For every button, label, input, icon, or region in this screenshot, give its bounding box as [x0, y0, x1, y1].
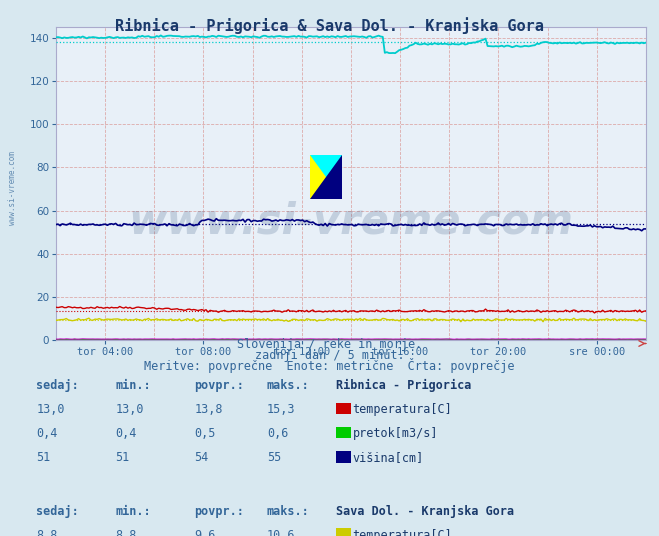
Text: Meritve: povprečne  Enote: metrične  Črta: povprečje: Meritve: povprečne Enote: metrične Črta:…: [144, 358, 515, 373]
Text: temperatura[C]: temperatura[C]: [353, 528, 452, 536]
Text: 10,6: 10,6: [267, 528, 295, 536]
Text: Sava Dol. - Kranjska Gora: Sava Dol. - Kranjska Gora: [336, 504, 514, 518]
Text: 0,6: 0,6: [267, 427, 288, 440]
Text: 8,8: 8,8: [36, 528, 57, 536]
Text: višina[cm]: višina[cm]: [353, 451, 424, 464]
Text: Slovenija / reke in morje.: Slovenija / reke in morje.: [237, 338, 422, 352]
Text: povpr.:: povpr.:: [194, 378, 244, 392]
Text: 54: 54: [194, 451, 209, 464]
Text: temperatura[C]: temperatura[C]: [353, 403, 452, 416]
Text: 51: 51: [36, 451, 51, 464]
Text: www.si-vreme.com: www.si-vreme.com: [129, 200, 573, 242]
Text: 13,0: 13,0: [36, 403, 65, 416]
Text: 0,5: 0,5: [194, 427, 215, 440]
Text: 0,4: 0,4: [115, 427, 136, 440]
Text: 9,6: 9,6: [194, 528, 215, 536]
Bar: [310, 155, 342, 199]
Text: maks.:: maks.:: [267, 378, 310, 392]
Text: 8,8: 8,8: [115, 528, 136, 536]
Text: povpr.:: povpr.:: [194, 504, 244, 518]
Text: zadnji dan / 5 minut.: zadnji dan / 5 minut.: [254, 349, 405, 362]
Text: 0,4: 0,4: [36, 427, 57, 440]
Text: min.:: min.:: [115, 378, 151, 392]
Text: 13,8: 13,8: [194, 403, 223, 416]
Text: maks.:: maks.:: [267, 504, 310, 518]
Text: min.:: min.:: [115, 504, 151, 518]
Polygon shape: [310, 155, 342, 199]
Text: www.si-vreme.com: www.si-vreme.com: [8, 151, 17, 225]
Text: 55: 55: [267, 451, 281, 464]
Text: 15,3: 15,3: [267, 403, 295, 416]
Text: sedaj:: sedaj:: [36, 504, 79, 518]
Text: Ribnica - Prigorica: Ribnica - Prigorica: [336, 378, 471, 392]
Text: pretok[m3/s]: pretok[m3/s]: [353, 427, 438, 440]
Text: Ribnica - Prigorica & Sava Dol. - Kranjska Gora: Ribnica - Prigorica & Sava Dol. - Kranjs…: [115, 17, 544, 34]
Text: sedaj:: sedaj:: [36, 378, 79, 392]
Text: 13,0: 13,0: [115, 403, 144, 416]
Polygon shape: [310, 155, 342, 199]
Text: 51: 51: [115, 451, 130, 464]
